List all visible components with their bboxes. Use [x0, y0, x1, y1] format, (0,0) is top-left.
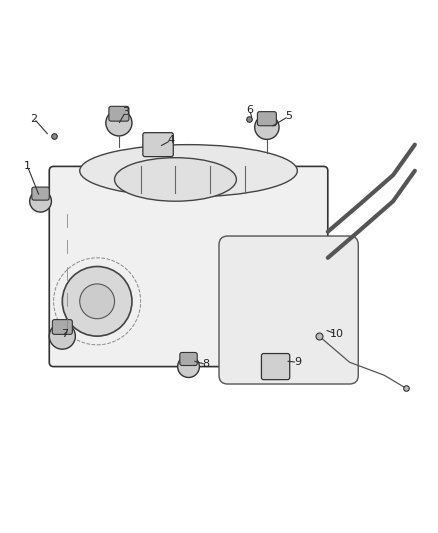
Ellipse shape	[115, 158, 237, 201]
FancyBboxPatch shape	[219, 236, 358, 384]
Circle shape	[178, 356, 199, 377]
Text: 4: 4	[168, 135, 175, 146]
Ellipse shape	[80, 144, 297, 197]
Circle shape	[62, 266, 132, 336]
Text: 7: 7	[61, 329, 68, 339]
Circle shape	[30, 190, 51, 212]
Text: 8: 8	[202, 359, 209, 369]
Text: 2: 2	[31, 114, 38, 124]
FancyBboxPatch shape	[52, 320, 72, 334]
FancyBboxPatch shape	[143, 133, 173, 157]
Text: 1: 1	[24, 161, 31, 172]
Text: 6: 6	[246, 105, 253, 115]
Text: 9: 9	[294, 357, 301, 367]
FancyBboxPatch shape	[49, 166, 328, 367]
FancyBboxPatch shape	[109, 107, 129, 121]
Circle shape	[80, 284, 115, 319]
FancyBboxPatch shape	[258, 111, 276, 126]
Circle shape	[49, 323, 75, 349]
Text: 5: 5	[285, 111, 292, 122]
FancyBboxPatch shape	[32, 187, 49, 200]
FancyBboxPatch shape	[180, 352, 197, 366]
Text: 3: 3	[122, 107, 129, 117]
Text: 10: 10	[329, 329, 343, 339]
Circle shape	[254, 115, 279, 140]
FancyBboxPatch shape	[261, 353, 290, 379]
Circle shape	[106, 110, 132, 136]
